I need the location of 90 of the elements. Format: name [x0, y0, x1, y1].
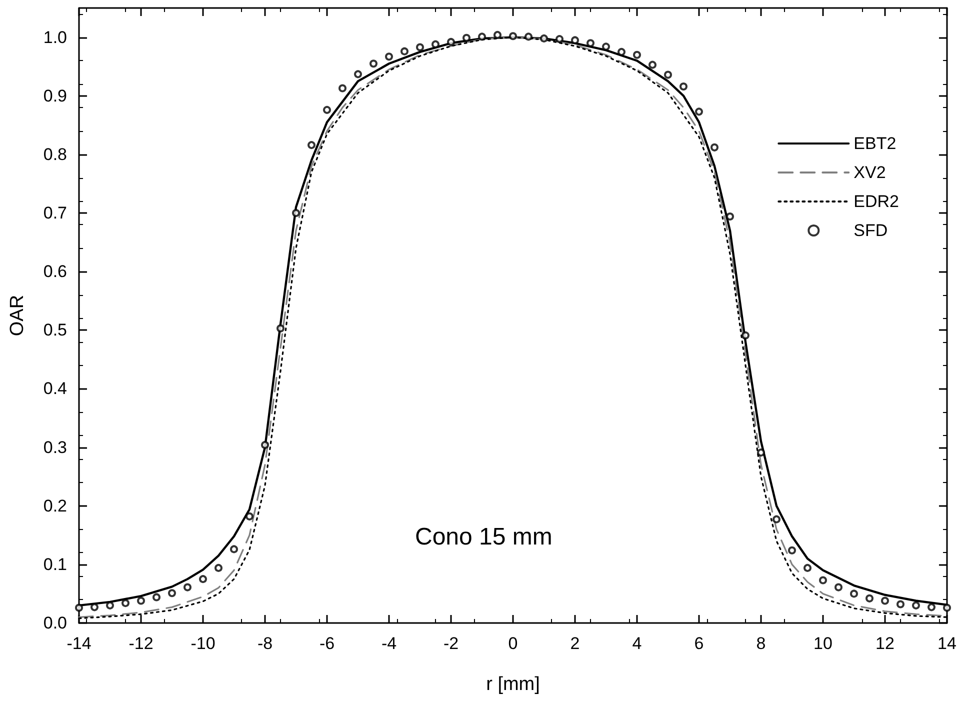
x-tick-label: 14: [938, 634, 956, 653]
point: [664, 70, 672, 79]
point: [90, 603, 98, 612]
y-axis-title: OAR: [7, 294, 28, 336]
legend-label: EDR2: [854, 192, 900, 211]
point: [586, 39, 594, 48]
point: [726, 212, 734, 221]
point: [648, 60, 656, 69]
point: [276, 324, 284, 332]
point: [943, 604, 951, 612]
y-tick-label: 0.1: [43, 554, 67, 574]
point: [819, 576, 827, 584]
x-tick-label: -10: [190, 634, 216, 653]
point: [772, 515, 780, 524]
point: [757, 448, 765, 457]
point: [742, 331, 750, 340]
point: [494, 30, 502, 39]
x-tick-label: -8: [257, 634, 273, 653]
point: [710, 143, 718, 152]
point: [261, 440, 269, 449]
point: [695, 108, 703, 116]
point: [478, 32, 486, 41]
x-tick-label: 12: [876, 634, 894, 653]
point: [866, 594, 874, 602]
point: [122, 599, 130, 608]
point: [602, 42, 610, 51]
y-tick-label: 0.6: [43, 262, 67, 282]
x-tick-label: 10: [814, 634, 832, 653]
point: [540, 34, 548, 42]
point: [338, 84, 346, 92]
point: [292, 209, 300, 217]
point: [168, 589, 176, 598]
point: [199, 575, 207, 584]
y-tick-label: 0.7: [43, 204, 67, 222]
point: [788, 546, 796, 554]
point: [246, 512, 254, 520]
x-tick-label: -6: [319, 634, 335, 653]
point: [308, 141, 316, 150]
y-tick-label: 1.0: [43, 28, 67, 47]
point: [432, 40, 440, 48]
point: [354, 70, 362, 78]
point: [928, 603, 936, 612]
point: [152, 593, 160, 602]
point: [137, 596, 145, 605]
point: [556, 35, 564, 44]
point: [571, 36, 579, 44]
point: [184, 583, 192, 592]
y-tick-label: 0.3: [43, 438, 67, 457]
y-tick-label: 0.0: [43, 614, 67, 632]
point: [633, 50, 641, 59]
x-tick-label: -14: [66, 634, 92, 653]
x-tick-label: -4: [381, 634, 397, 653]
point: [680, 82, 688, 90]
point: [850, 590, 858, 598]
y-tick-label: 0.8: [43, 144, 67, 164]
legend-label: XV2: [854, 163, 886, 182]
point: [214, 564, 222, 572]
point: [370, 60, 378, 68]
point: [230, 545, 238, 554]
point: [400, 47, 408, 56]
x-tick-label: -2: [443, 634, 459, 653]
x-tick-label: -12: [128, 634, 154, 653]
point: [524, 32, 532, 41]
point: [881, 596, 889, 605]
x-tick-label: 4: [632, 634, 642, 653]
y-tick-label: 0.9: [43, 86, 67, 106]
x-tick-label: 2: [570, 634, 580, 653]
point: [106, 601, 114, 610]
point: [618, 48, 626, 56]
x-axis-title: r [mm]: [486, 674, 540, 695]
point: [834, 583, 842, 592]
point: [385, 52, 393, 61]
x-tick-label: 8: [756, 634, 766, 653]
point: [912, 601, 920, 610]
point: [462, 34, 470, 42]
x-tick-label: 6: [694, 634, 704, 653]
point: [323, 106, 331, 114]
point: [75, 604, 83, 612]
point: [896, 600, 904, 608]
point: [416, 43, 424, 52]
point: [447, 38, 455, 46]
y-tick-label: 0.5: [43, 320, 67, 340]
legend-label: EBT2: [854, 134, 896, 153]
y-tick-label: 0.2: [43, 496, 67, 516]
point: [509, 32, 517, 40]
legend-label: SFD: [854, 221, 888, 240]
point: [804, 564, 812, 572]
x-tick-label: 0: [508, 634, 518, 653]
y-tick-label: 0.4: [43, 379, 67, 398]
annotation: Cono 15 mm: [415, 524, 552, 550]
